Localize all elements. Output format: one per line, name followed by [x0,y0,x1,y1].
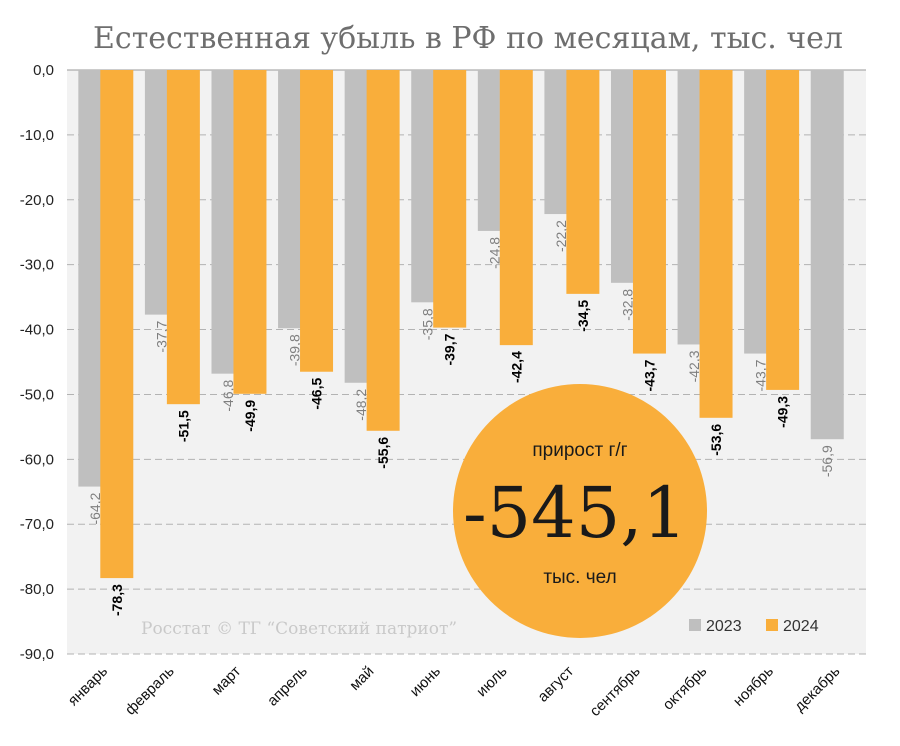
legend-swatch-2024 [766,619,778,631]
badge-value: -545,1 [463,472,687,554]
data-label-2023-5: -35,8 [420,308,436,340]
badge-top-label: прирост г/г [532,440,627,461]
data-label-2023-6: -24,8 [486,237,502,269]
y-tick-label: -70,0 [20,516,54,533]
x-tick-label: октябрь [660,663,711,714]
y-tick-label: -60,0 [20,451,54,468]
data-label-2023-10: -43,7 [753,359,769,391]
data-label-2023-0: -64,2 [87,492,103,524]
growth-badge: прирост г/г -545,1 тыс. чел [453,384,707,638]
data-label-2024-4: -55,6 [375,437,391,469]
y-tick-label: -10,0 [20,127,54,144]
data-label-2023-7: -22,2 [553,220,569,252]
y-tick-label: -50,0 [20,386,54,403]
x-axis: январь февраль март апрель май июнь июль август… [65,663,844,720]
data-label-2024-1: -51,5 [175,410,191,442]
data-label-2024-8: -43,7 [641,359,657,391]
bar-2024-2 [233,70,267,394]
data-label-2023-4: -48,2 [353,389,369,421]
x-tick-label: май [346,663,377,694]
x-tick-label: март [209,663,245,699]
data-label-2023-2: -46,8 [220,379,236,411]
y-tick-label: -30,0 [20,257,54,274]
bar-2024-8 [632,70,666,354]
legend-swatch-2023 [689,619,701,631]
x-tick-label: июнь [407,663,444,700]
data-label-2023-1: -37,7 [153,320,169,352]
bar-2024-0 [100,70,134,579]
x-tick-label: сентябрь [587,663,644,720]
y-tick-label: -20,0 [20,192,54,209]
x-tick-label: февраль [122,663,178,719]
y-tick-label: -80,0 [20,581,54,598]
bar-2024-9 [699,70,733,418]
data-label-2024-5: -39,7 [442,333,458,365]
data-label-2023-3: -39,8 [287,334,303,366]
bar-2024-3 [300,70,334,372]
data-label-2023-8: -32,8 [619,289,635,321]
bar-2024-1 [166,70,200,405]
legend-label-2024: 2024 [783,618,819,635]
y-axis: 0,0 -10,0 -20,0 -30,0 -40,0 -50,0 -60,0 -70,0 -8… [20,62,54,663]
bar-2023-11 [810,70,844,440]
data-label-2024-3: -46,5 [309,378,325,410]
x-tick-label: ноябрь [730,663,777,710]
legend-label-2023: 2023 [706,618,742,635]
badge-circle [453,384,707,638]
x-tick-label: апрель [264,663,311,710]
data-label-2024-2: -49,9 [242,400,258,432]
x-tick-label: август [534,663,577,706]
data-label-2024-10: -49,3 [775,396,791,428]
x-tick-label: июль [473,663,511,701]
y-tick-label: -90,0 [20,646,54,663]
y-tick-label: -40,0 [20,322,54,339]
x-tick-label: январь [65,663,112,710]
y-tick-label: 0,0 [33,62,54,79]
data-label-2023-11: -56,9 [819,445,835,477]
bar-2024-6 [499,70,533,346]
data-label-2024-9: -53,6 [708,424,724,456]
bar-2024-7 [566,70,600,294]
data-label-2023-9: -42,3 [686,350,702,382]
bar-2024-10 [766,70,800,390]
bars: -64,2 -37,7 -46,8 -39,8 -48,2 -35,8 -24,8 -22,2… [78,70,844,616]
source-note: Росстат © ТГ “Советский патриот” [141,619,457,639]
data-label-2024-7: -34,5 [575,300,591,332]
badge-unit: тыс. чел [543,567,616,588]
legend: 2023 2024 [689,618,819,635]
x-tick-label: декабрь [791,663,844,716]
data-label-2024-6: -42,4 [508,351,524,383]
bar-2024-5 [433,70,467,328]
chart-title: Естественная убыль в РФ по месяцам, тыс.… [93,21,843,56]
bar-2024-4 [366,70,400,431]
data-label-2024-0: -78,3 [109,584,125,616]
